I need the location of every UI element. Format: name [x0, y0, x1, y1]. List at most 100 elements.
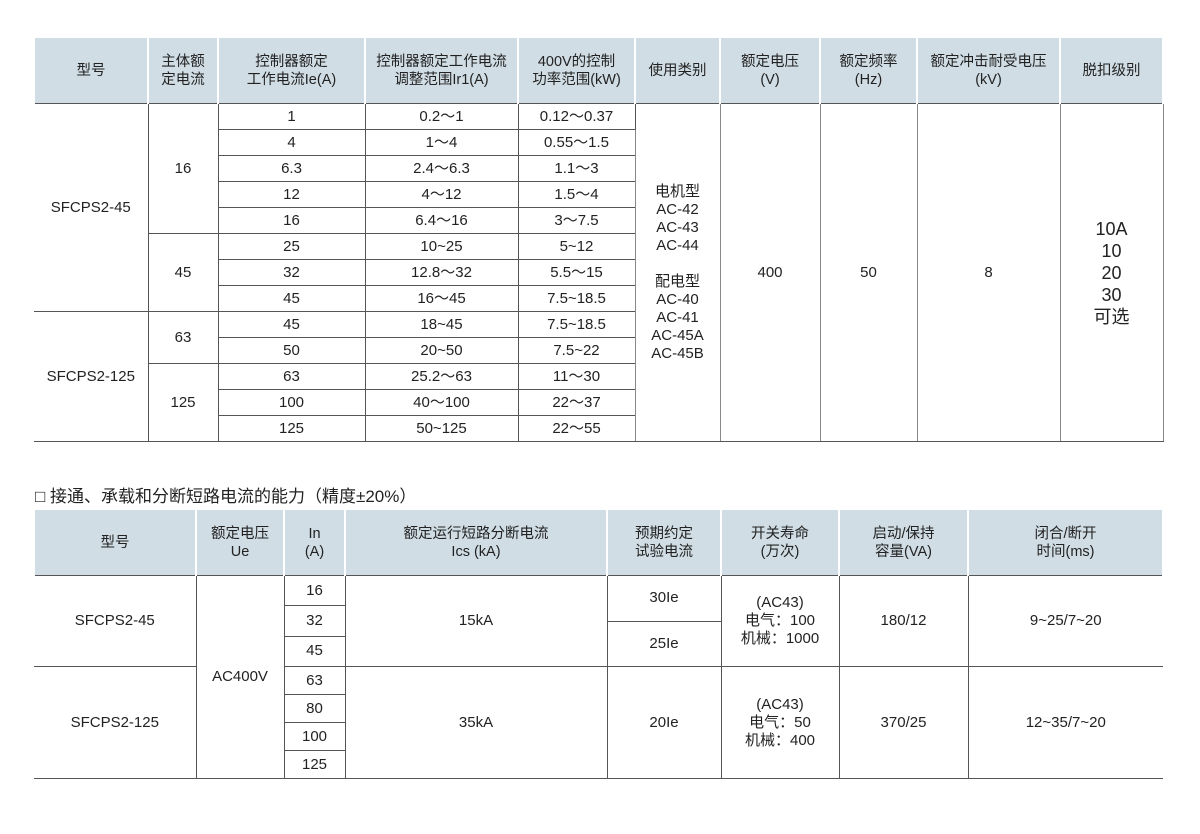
cell-text: Ics (kA): [451, 543, 501, 560]
table-row: 100 40～100 22～37: [34, 389, 1163, 416]
frame-current-cell: 16: [147, 103, 219, 234]
table-row: SFCPS2-125 63 35kA 20Ie (AC43) 电气：50 机械：400 370…: [34, 666, 1163, 779]
cell-text: 工作电流Ie(A): [246, 71, 337, 88]
model-cell: SFCPS2-45: [34, 103, 149, 312]
switch-life-cell: (AC43) 电气：50 机械：400: [720, 666, 840, 779]
column-header: In (A): [283, 510, 346, 576]
ics-cell: 15kA: [344, 575, 608, 667]
cell-text: (Hz): [854, 71, 883, 88]
value-cell: 0.2～1: [364, 103, 519, 130]
frequency-cell: 50: [819, 103, 918, 442]
value-cell: 5.5～15: [517, 259, 636, 286]
cell-text: 10: [1101, 240, 1122, 261]
test-current-value: 25Ie: [649, 634, 679, 652]
current-cell: 16: [283, 574, 346, 607]
cell-text: 额定运行短路分断电流: [403, 525, 549, 542]
current-cell: 125: [283, 750, 346, 779]
cell-text: 电气：50: [749, 713, 811, 731]
cell-text: 使用类别: [648, 62, 707, 79]
value-cell: 18~45: [364, 311, 519, 338]
cell-text: 10A: [1095, 218, 1128, 239]
usage-category-cell: 电机型 AC-42 AC-43 AC-44 配电型 AC-40 AC-41 AC-45A AC-…: [634, 103, 721, 442]
cell-text: 额定冲击耐受电压: [930, 53, 1047, 70]
cell-text: 30: [1101, 284, 1122, 305]
short-circuit-table: 型号 额定电压 Ue In (A) 额定运行短路分断电流 Ics (kA) 预期约定 试验电流开…: [33, 510, 1164, 779]
value-cell: 63: [217, 363, 366, 390]
specs-table: 型号 主体额 定电流 控制器额定 工作电流Ie(A) 控制器额定工作电流 调整范围Ir1(A…: [33, 38, 1164, 442]
value-cell: 12.8～32: [364, 259, 519, 286]
table-row: 45: [34, 635, 1163, 668]
column-header: 使用类别: [634, 38, 721, 104]
cell-text: 控制器额定工作电流: [376, 53, 507, 70]
table-row: 125 63 25.2～63 11～30: [34, 363, 1163, 442]
value-cell: 1: [217, 103, 366, 130]
value-cell: 100: [217, 389, 366, 416]
cell-text: 型号: [76, 62, 106, 79]
value-cell: 11～30: [517, 363, 636, 390]
column-header: 型号: [33, 38, 149, 104]
capacity-cell: 370/25: [838, 666, 969, 779]
column-header: 额定电压(V): [719, 38, 821, 104]
cell-text: 额定电压(V): [741, 53, 799, 88]
value-cell: 6.3: [217, 155, 366, 182]
value-cell: 6.4～16: [364, 207, 519, 234]
value-cell: 4: [217, 129, 366, 156]
voltage-cell: AC400V: [195, 575, 285, 779]
cell-text: 闭合/断开: [1034, 525, 1097, 542]
column-header: 额定电压 Ue: [195, 510, 285, 576]
cell-text: 400V的控制: [537, 53, 616, 70]
voltage-cell: 400: [719, 103, 821, 442]
value-cell: 50: [217, 337, 366, 364]
table-row: 16 6.4～16 3～7.5: [34, 207, 1163, 234]
test-current-value: 30Ie: [607, 576, 721, 622]
trip-class-cell: 10A 10 20 30 可选: [1059, 103, 1164, 442]
cell-text: 启动/保持: [872, 525, 935, 542]
value-cell: 25: [217, 233, 366, 260]
test-current-cell: 30Ie 25Ie: [606, 575, 722, 667]
column-header: 400V的控制 功率范围(kW): [517, 38, 636, 104]
value-cell: 2.4～6.3: [364, 155, 519, 182]
current-cell: 45: [283, 635, 346, 668]
current-cell: 100: [283, 722, 346, 751]
column-header: 闭合/断开 时间(ms): [967, 510, 1164, 576]
section-title: □ 接通、承载和分断短路电流的能力（精度±20%）: [35, 487, 417, 506]
value-cell: 5~12: [517, 233, 636, 260]
table-row: 50 20~50 7.5~22: [34, 337, 1163, 364]
cell-text: 定电流: [161, 71, 205, 88]
cell-text: 试验电流: [635, 543, 693, 560]
column-header: 启动/保持 容量(VA): [838, 510, 969, 576]
cell-text: AC-44: [656, 236, 699, 254]
value-cell: 16～45: [364, 285, 519, 312]
cell-text: 电机型: [654, 182, 700, 200]
column-header: 脱扣级别: [1059, 38, 1164, 104]
cell-text: 调整范围Ir1(A): [394, 71, 489, 88]
table-row: 125 50~125 22～55: [34, 415, 1163, 442]
table-row: 80: [34, 694, 1163, 723]
column-header: 控制器额定 工作电流Ie(A): [217, 38, 366, 104]
cell-text: AC-40: [656, 290, 699, 308]
column-header: 额定冲击耐受电压 (kV): [916, 38, 1061, 104]
model-cell: SFCPS2-125: [34, 666, 197, 779]
value-cell: 22～55: [517, 415, 636, 442]
cell-text: AC-41: [656, 308, 699, 326]
frame-current-cell: 63: [147, 311, 219, 364]
capacity-cell: 180/12: [838, 575, 969, 667]
table-row: 125: [34, 750, 1163, 779]
table-row: 4 1～4 0.55～1.5: [34, 129, 1163, 156]
value-cell: 45: [217, 285, 366, 312]
cell-text: 20: [1101, 262, 1122, 283]
cell-text: 额定电压: [211, 525, 269, 542]
column-header: 控制器额定工作电流 调整范围Ir1(A): [364, 38, 519, 104]
table-row: SFCPS2-45 AC400V 16 15kA 30Ie 25Ie (AC43) 电气：10…: [34, 574, 1163, 779]
value-cell: 32: [217, 259, 366, 286]
value-cell: 0.12～0.37: [517, 103, 636, 130]
current-cell: 63: [283, 666, 346, 695]
column-header: 开关寿命 (万次): [720, 510, 840, 576]
value-cell: 16: [217, 207, 366, 234]
column-header: 额定运行短路分断电流 Ics (kA): [344, 510, 608, 576]
value-cell: 50~125: [364, 415, 519, 442]
cell-text: 时间(ms): [1036, 543, 1095, 560]
impulse-voltage-cell: 8: [916, 103, 1061, 442]
time-cell: 9~25/7~20: [967, 575, 1163, 667]
value-cell: 22～37: [517, 389, 636, 416]
